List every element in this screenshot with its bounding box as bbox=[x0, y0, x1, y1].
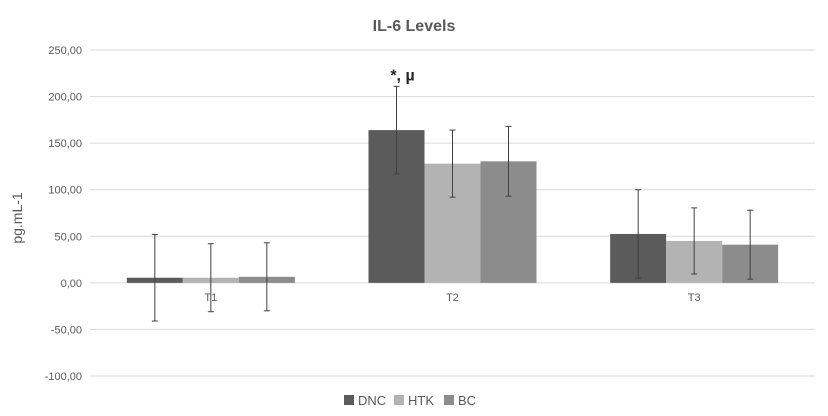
y-tick-label: 50,00 bbox=[54, 231, 82, 243]
annotations: *, µ bbox=[390, 67, 414, 84]
legend-label-bc: BC bbox=[458, 393, 476, 408]
y-tick-label: 100,00 bbox=[48, 185, 82, 197]
x-tick-label: T1 bbox=[204, 292, 217, 304]
legend-swatch-htk bbox=[394, 395, 404, 405]
legend-swatch-bc bbox=[444, 395, 454, 405]
significance-annotation: *, µ bbox=[390, 67, 414, 84]
x-tick-labels: T1 T2 T3 bbox=[204, 292, 700, 304]
x-tick-label: T2 bbox=[446, 292, 459, 304]
error-bars bbox=[151, 85, 754, 322]
y-tick-label: 0,00 bbox=[61, 278, 82, 290]
y-tick-label: -50,00 bbox=[51, 324, 82, 336]
x-tick-label: T3 bbox=[688, 292, 701, 304]
y-tick-label: 250,00 bbox=[48, 45, 82, 57]
y-axis-label: pg.mL-1 bbox=[9, 192, 25, 244]
legend-label-dnc: DNC bbox=[358, 393, 386, 408]
y-tick-labels: -100,00 -50,00 0,00 50,00 100,00 150,00 200,00… bbox=[45, 45, 82, 383]
y-tick-label: 150,00 bbox=[48, 138, 82, 150]
legend-label-htk: HTK bbox=[408, 393, 434, 408]
legend-swatch-dnc bbox=[344, 395, 354, 405]
y-tick-label: -100,00 bbox=[45, 371, 82, 383]
legend: DNC HTK BC bbox=[344, 393, 476, 408]
chart-title: IL-6 Levels bbox=[373, 18, 456, 35]
y-tick-label: 200,00 bbox=[48, 92, 82, 104]
